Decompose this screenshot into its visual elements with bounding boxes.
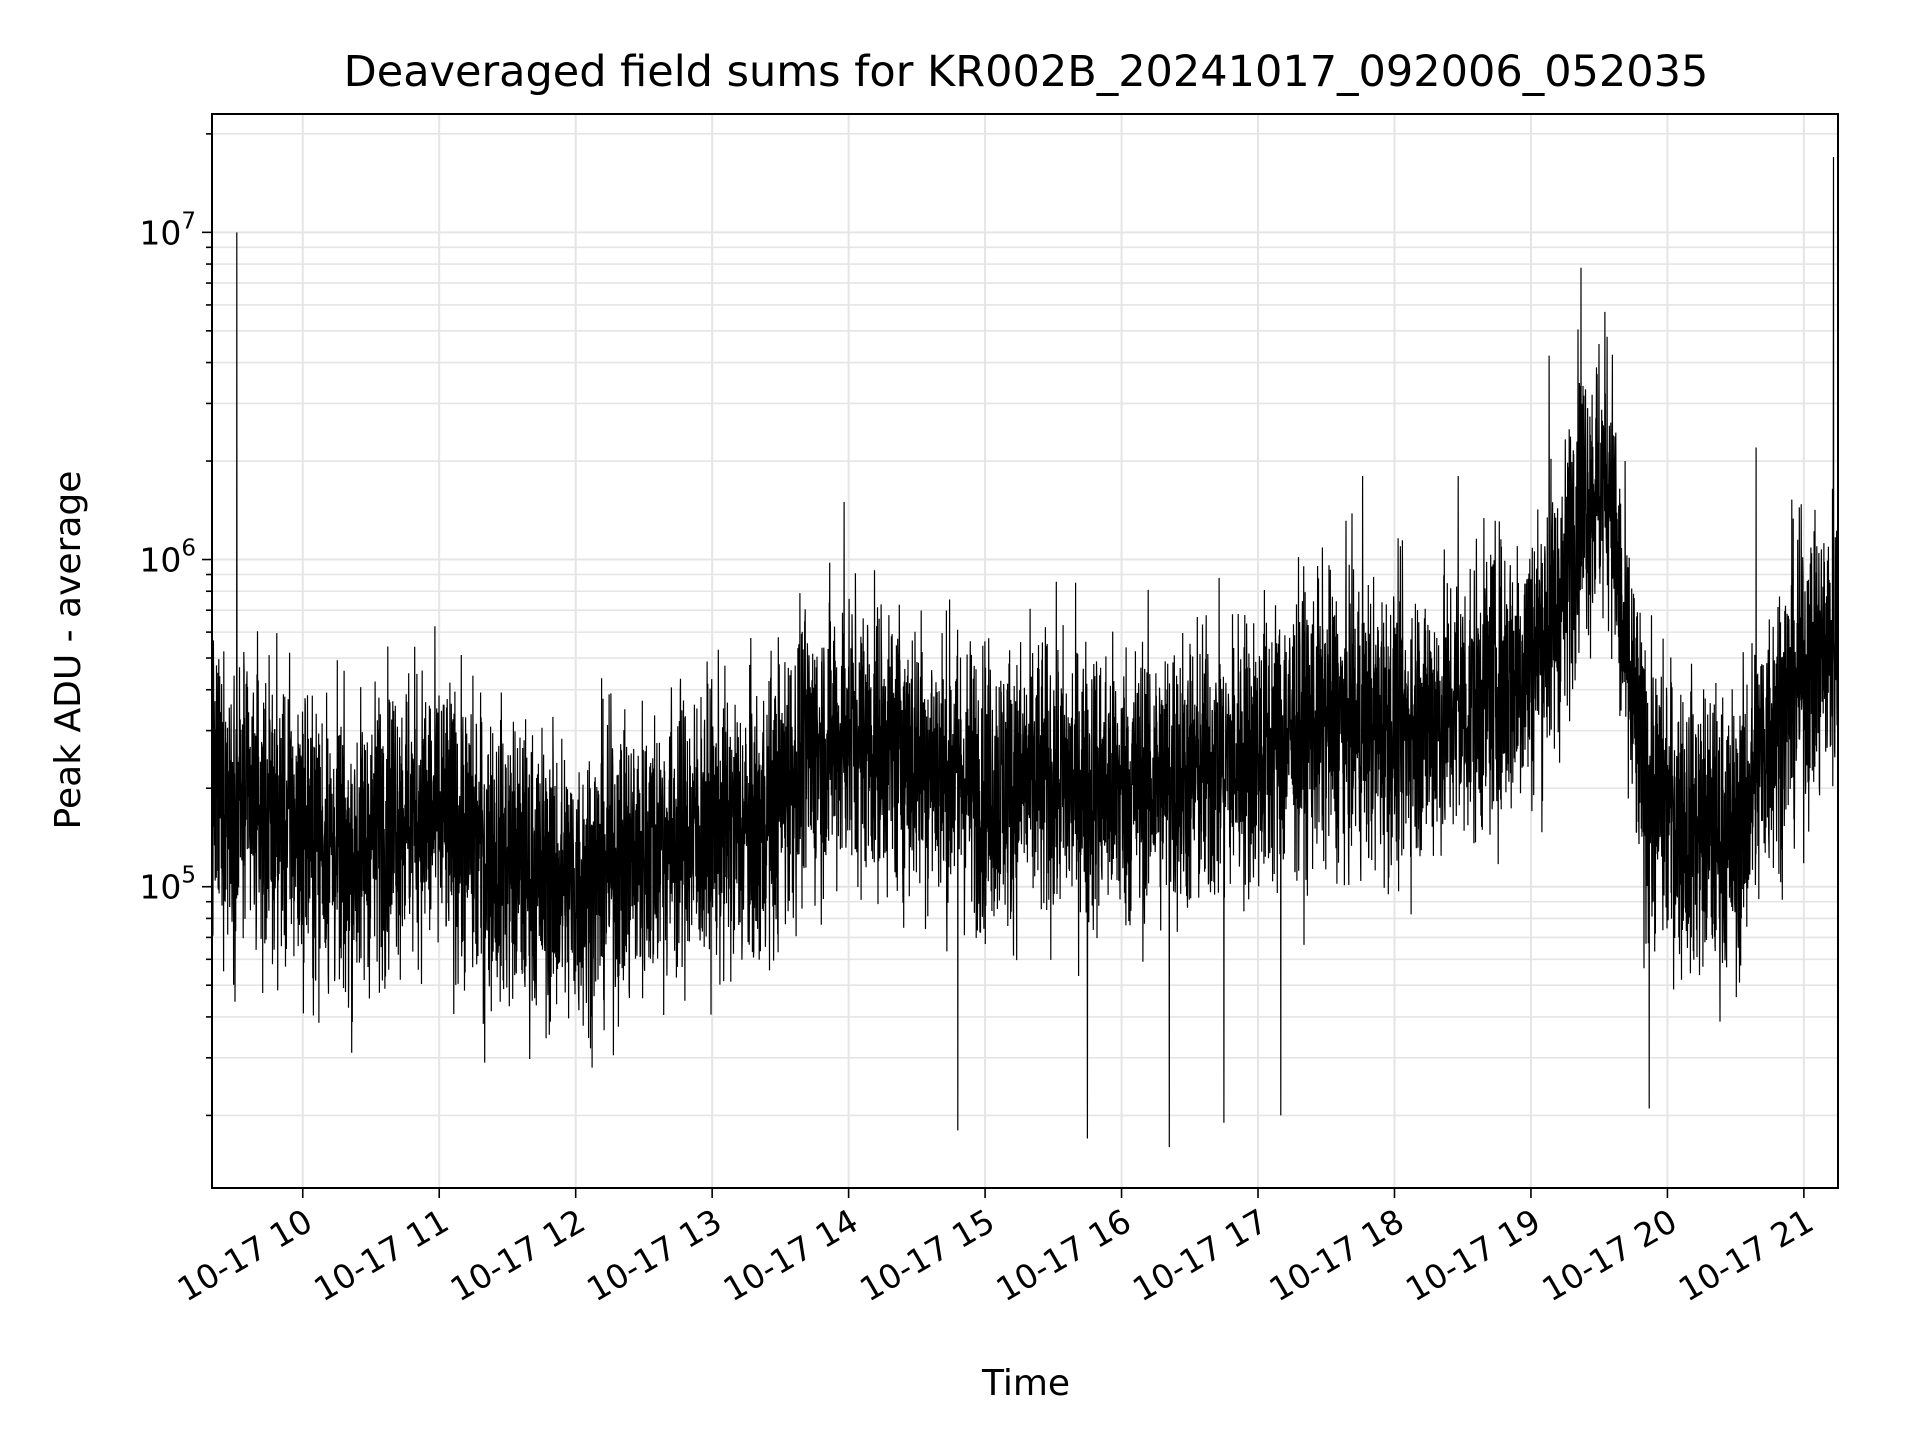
series-line — [211, 156, 1839, 1148]
y-tick-exponent: 7 — [181, 208, 196, 234]
y-tick-exponent: 5 — [181, 863, 196, 889]
plot-area — [211, 156, 1839, 1148]
y-axis-label: Peak ADU - average — [48, 471, 89, 830]
y-tick-base: 10 — [139, 213, 181, 252]
y-tick-label: 106 — [139, 536, 196, 580]
y-tick-label: 107 — [139, 208, 196, 252]
y-tick-base: 10 — [139, 541, 181, 580]
chart-title: Deaveraged field sums for KR002B_2024101… — [344, 47, 1709, 97]
y-tick-label: 105 — [139, 863, 196, 907]
y-tick-base: 10 — [139, 868, 181, 907]
plot-frame — [211, 113, 1839, 1189]
x-axis-label: Time — [981, 1363, 1070, 1404]
y-tick-exponent: 6 — [181, 536, 196, 562]
